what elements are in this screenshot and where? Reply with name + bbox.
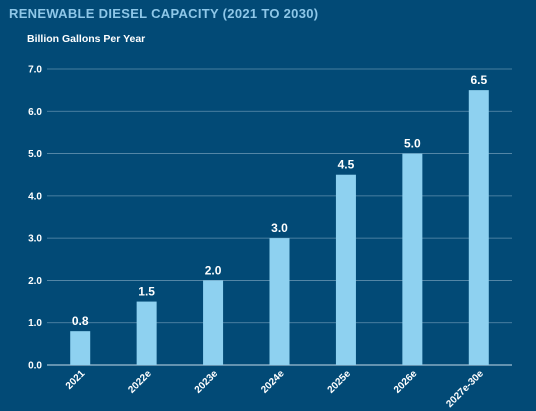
x-tick-label: 2026e bbox=[392, 368, 420, 396]
y-tick-label: 3.0 bbox=[28, 234, 42, 245]
bar bbox=[70, 331, 91, 365]
bar bbox=[335, 174, 356, 365]
y-tick-labels: 0.0 1.0 2.0 3.0 4.0 5.0 6.0 7.0 bbox=[28, 65, 42, 372]
bar bbox=[203, 280, 224, 365]
y-tick-label: 5.0 bbox=[28, 149, 42, 160]
data-label: 1.5 bbox=[138, 285, 155, 299]
x-tick-label: 2025e bbox=[326, 368, 354, 396]
y-tick-label: 1.0 bbox=[28, 318, 42, 329]
bar bbox=[468, 90, 489, 366]
data-label: 3.0 bbox=[271, 221, 288, 235]
bar bbox=[136, 301, 157, 365]
x-tick-label: 2023e bbox=[193, 368, 221, 396]
y-tick-label: 6.0 bbox=[28, 107, 42, 118]
bar bbox=[269, 238, 290, 365]
x-tick-labels: 2021 2022e 2023e 2024e 2025e 2026e 2027e-30e bbox=[64, 368, 486, 410]
y-tick-label: 2.0 bbox=[28, 276, 42, 287]
x-tick-label: 2021 bbox=[64, 368, 88, 392]
data-label: 2.0 bbox=[205, 263, 222, 277]
bars bbox=[70, 90, 489, 366]
gridlines bbox=[47, 68, 512, 366]
data-label: 0.8 bbox=[72, 314, 89, 328]
data-label: 5.0 bbox=[404, 137, 421, 151]
chart-title: RENEWABLE DIESEL CAPACITY (2021 TO 2030) bbox=[9, 6, 319, 21]
y-axis-label: Billion Gallons Per Year bbox=[27, 33, 146, 45]
y-tick-label: 4.0 bbox=[28, 191, 42, 202]
bar bbox=[402, 153, 423, 365]
x-tick-label: 2022e bbox=[126, 368, 154, 396]
y-tick-label: 0.0 bbox=[28, 361, 42, 372]
x-tick-label: 2027e-30e bbox=[444, 368, 486, 410]
data-label: 4.5 bbox=[338, 158, 355, 172]
y-tick-label: 7.0 bbox=[28, 65, 42, 76]
data-label: 6.5 bbox=[470, 73, 487, 87]
x-tick-label: 2024e bbox=[259, 368, 287, 396]
data-labels: 0.8 1.5 2.0 3.0 4.5 5.0 6.5 bbox=[72, 73, 488, 328]
